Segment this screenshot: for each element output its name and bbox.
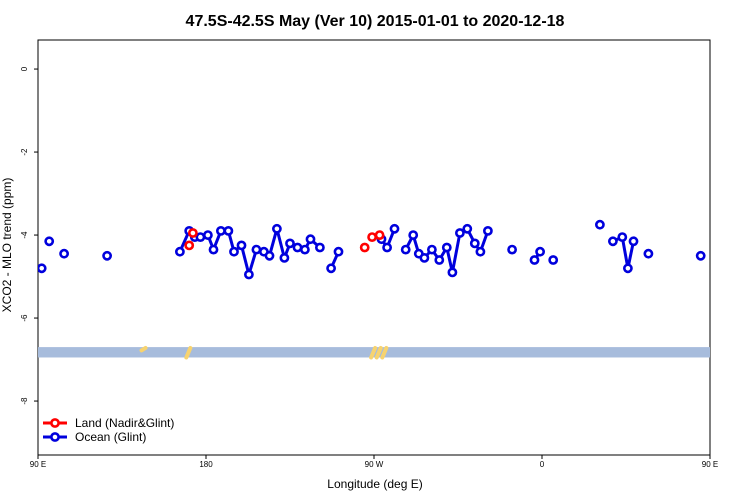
- data-point: [359, 242, 370, 253]
- data-point: [434, 255, 445, 265]
- data-point: [548, 255, 559, 265]
- data-point: [746, 227, 750, 234]
- series-land-nadir-glint: [184, 228, 385, 253]
- data-point: [215, 225, 226, 236]
- data-point: [223, 225, 234, 236]
- data-point: [326, 263, 336, 274]
- series-ocean-glint: [38, 219, 750, 280]
- series-line: [742, 231, 750, 252]
- legend-marker: [50, 432, 60, 442]
- y-tick-label: -4: [20, 231, 29, 239]
- data-point: [608, 236, 618, 247]
- y-axis-label: XCO2 - MLO trend (ppm): [0, 178, 14, 313]
- x-axis-label: Longitude (deg E): [327, 477, 422, 491]
- data-point: [441, 242, 452, 253]
- land-coverage-mark: [369, 345, 378, 360]
- chart-title: 47.5S-42.5S May (Ver 10) 2015-01-01 to 2…: [186, 13, 565, 30]
- data-point: [643, 248, 654, 259]
- data-point: [535, 246, 545, 257]
- data-point: [482, 225, 493, 236]
- data-point: [529, 255, 540, 265]
- x-tick-label: 90 W: [365, 460, 384, 469]
- data-point: [400, 244, 411, 255]
- data-point: [426, 244, 437, 255]
- data-point: [507, 244, 517, 255]
- data-point: [271, 223, 282, 234]
- land-coverage-mark: [139, 345, 148, 353]
- data-point: [475, 246, 486, 257]
- x-tick-label: 180: [199, 460, 213, 469]
- series-layer: [38, 219, 750, 280]
- series-line: [612, 235, 635, 270]
- data-point: [184, 240, 195, 251]
- x-tick-label: 90 E: [702, 460, 718, 469]
- legend-entry: Ocean (Glint): [43, 430, 146, 444]
- data-point: [333, 246, 344, 257]
- data-point: [38, 263, 47, 274]
- y-tick-label: 0: [20, 66, 29, 71]
- y-tick-label: -6: [20, 314, 29, 322]
- data-point: [447, 267, 458, 278]
- x-tick-label: 90 E: [30, 460, 46, 469]
- data-point: [617, 232, 628, 242]
- data-point: [419, 252, 430, 263]
- data-point: [454, 228, 465, 238]
- data-point: [367, 232, 377, 242]
- data-point: [382, 242, 392, 253]
- data-point: [243, 269, 254, 280]
- band-layer: [38, 345, 710, 360]
- data-point: [469, 238, 480, 249]
- data-point: [187, 228, 198, 238]
- data-point: [305, 234, 316, 245]
- data-point: [299, 244, 310, 255]
- data-point: [738, 248, 745, 255]
- data-point: [462, 223, 473, 234]
- data-point: [251, 244, 262, 255]
- legend-marker: [50, 418, 60, 428]
- y-tick-label: -2: [20, 148, 29, 156]
- land-coverage-mark: [380, 345, 389, 360]
- data-point: [102, 250, 112, 261]
- data-point: [314, 242, 325, 253]
- data-point: [208, 244, 219, 255]
- axes-layer: 90 E 180 90 W 0 90 E 0 -2 -4 -6 -8: [20, 66, 718, 469]
- data-point: [595, 219, 605, 230]
- data-point: [174, 246, 185, 257]
- data-point: [628, 236, 639, 247]
- plot-frame: [37, 39, 711, 456]
- data-point: [195, 232, 206, 242]
- x-tick-label: 0: [540, 460, 545, 469]
- data-point: [279, 252, 290, 263]
- data-point: [236, 240, 247, 251]
- legend-entry: Land (Nadir&Glint): [43, 416, 174, 430]
- data-point: [695, 250, 706, 261]
- land-coverage-mark: [374, 345, 383, 360]
- data-point: [408, 230, 419, 240]
- data-point: [44, 236, 55, 247]
- legend-label: Ocean (Glint): [75, 430, 146, 444]
- data-point: [229, 246, 239, 257]
- legend: Land (Nadir&Glint)Ocean (Glint): [43, 416, 174, 444]
- data-point: [59, 248, 69, 259]
- data-point: [623, 263, 633, 274]
- land-coverage-mark: [184, 345, 193, 360]
- legend-label: Land (Nadir&Glint): [75, 416, 174, 430]
- data-point: [374, 230, 385, 240]
- data-point: [264, 250, 275, 261]
- data-point: [285, 238, 295, 249]
- data-point: [389, 223, 400, 234]
- data-point: [202, 230, 213, 240]
- y-tick-label: -8: [20, 397, 29, 405]
